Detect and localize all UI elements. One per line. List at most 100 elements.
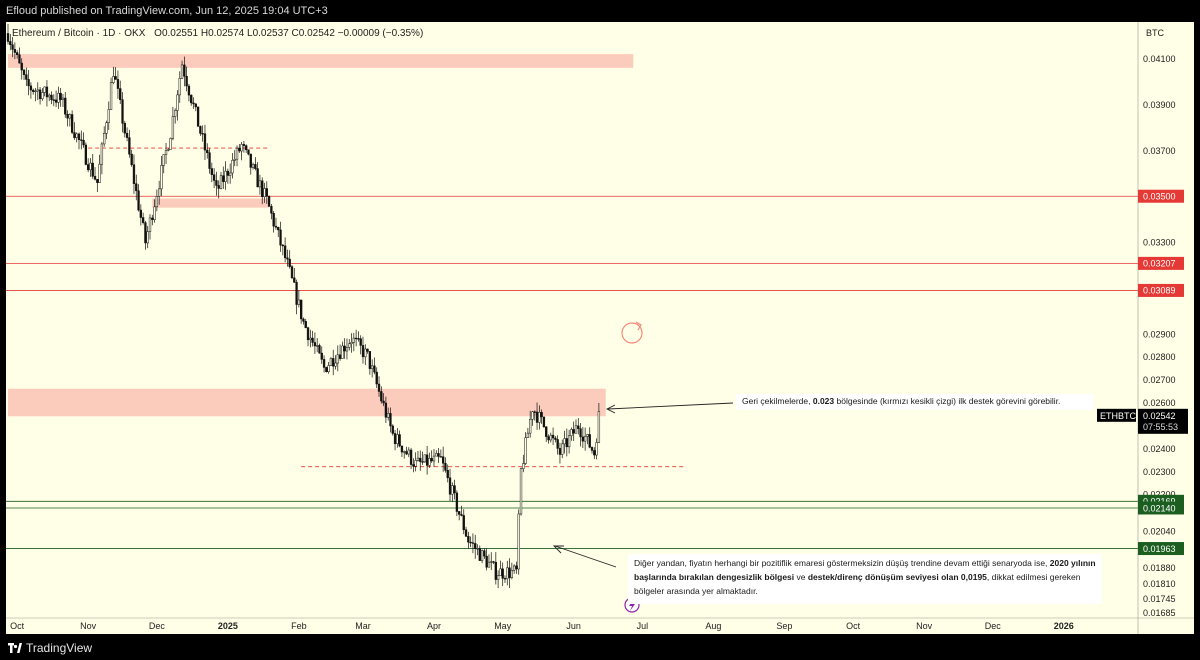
candle-body [460, 514, 463, 516]
levels-layer [6, 147, 1138, 549]
candle-body [226, 170, 230, 176]
candle-body [519, 468, 523, 515]
candle-body [261, 180, 264, 198]
candle-body [480, 550, 484, 561]
candle-body [345, 347, 349, 352]
candle-body [144, 222, 147, 244]
candle-body [352, 337, 355, 343]
arrow-head-support [605, 404, 616, 414]
arrow-head-scenario [552, 545, 564, 554]
symbol-legend[interactable]: Ethereum / Bitcoin · 1D · OKX O0.02551 H… [12, 28, 423, 39]
candle-body [176, 94, 179, 111]
candle-body [233, 158, 236, 161]
candle-body [334, 362, 337, 367]
candle-body [416, 457, 420, 461]
candle-body [366, 348, 369, 352]
candle-body [343, 345, 346, 352]
candle-body [471, 542, 475, 544]
candle-body [538, 412, 541, 423]
candle-body [224, 170, 227, 182]
candle-body [52, 99, 55, 101]
candle-body [441, 456, 445, 464]
candle-body [430, 458, 433, 462]
candle-body [164, 150, 168, 155]
candle-body [222, 175, 225, 182]
candle-body [583, 436, 587, 442]
refresh-arrow-icon [635, 321, 642, 331]
candle-body [87, 164, 90, 171]
candle-body [167, 149, 170, 151]
x-tick-label-12: Oct [846, 621, 861, 631]
note2-text-b: ve [794, 572, 808, 582]
candle-body [254, 164, 257, 169]
annotation-note-scenario: Diğer yandan, fiyatın herhangi bir pozit… [628, 554, 1102, 604]
candle-body [80, 139, 83, 141]
level-tag-bg-4 [1138, 501, 1184, 515]
candle-body [185, 75, 188, 87]
candle-body [300, 299, 303, 320]
candle-body [245, 145, 248, 150]
candle-body [453, 485, 456, 494]
candle-body [565, 438, 568, 448]
candle-body [206, 149, 209, 153]
candle-body [414, 460, 417, 467]
candle-body [286, 257, 289, 260]
candle-body [517, 513, 520, 570]
candle-body [529, 419, 532, 434]
candle-body [96, 179, 99, 183]
zones-layer [8, 54, 634, 417]
chart-area[interactable] [6, 22, 1194, 634]
candle-body [70, 114, 74, 133]
symbol-tag-bg [1097, 408, 1136, 422]
candle-body [50, 94, 53, 100]
candle-body [160, 165, 163, 190]
candle-body [485, 555, 488, 568]
zone-0 [8, 54, 634, 68]
candle-body [105, 122, 108, 134]
y-tick-label-0: 0.04100 [1143, 54, 1176, 64]
level-tag-bg-1 [1138, 256, 1184, 270]
candle-body [510, 570, 514, 578]
candle-body [295, 282, 298, 305]
candle-body [32, 89, 35, 92]
candle-body [162, 154, 165, 166]
candle-body [357, 338, 360, 340]
y-tick-label-7: 0.02600 [1143, 398, 1176, 408]
candle-body [579, 428, 582, 438]
candle-body [66, 113, 69, 119]
candle-body [116, 79, 120, 89]
level-tag-5: 0.01963 [1143, 544, 1176, 554]
y-tick-label-11: 0.02040 [1143, 526, 1176, 536]
candle-body [169, 138, 172, 150]
note2-text-a: Diğer yandan, fiyatın herhangi bir pozit… [634, 558, 1050, 568]
arrow-line-support [607, 402, 734, 410]
candle-body [391, 425, 394, 434]
candle-body [231, 160, 234, 174]
lightning-icon [629, 600, 635, 611]
candle-body [373, 365, 376, 373]
candle-body [281, 244, 284, 247]
candle-body [240, 144, 243, 152]
candle-body [210, 168, 213, 175]
y-tick-label-1: 0.03900 [1143, 100, 1176, 110]
candle-body [112, 76, 115, 83]
candle-body [199, 126, 202, 134]
candle-body [306, 327, 310, 341]
symbol-line: Ethereum / Bitcoin · 1D · OKX [12, 28, 146, 39]
candle-body [192, 102, 195, 105]
candles-layer [6, 23, 601, 589]
candle-body [561, 443, 564, 455]
symbol-tag: ETHBTC [1100, 411, 1137, 421]
candle-body [119, 88, 122, 100]
candle-body [336, 354, 339, 364]
candle-body [219, 175, 223, 189]
candle-body [556, 439, 559, 449]
candle-body [304, 321, 307, 328]
candle-body [593, 450, 596, 456]
candle-body [9, 41, 12, 45]
candle-body [27, 79, 30, 87]
candle-body [277, 226, 280, 231]
candle-body [48, 94, 51, 98]
x-tick-label-0: Oct [10, 621, 25, 631]
